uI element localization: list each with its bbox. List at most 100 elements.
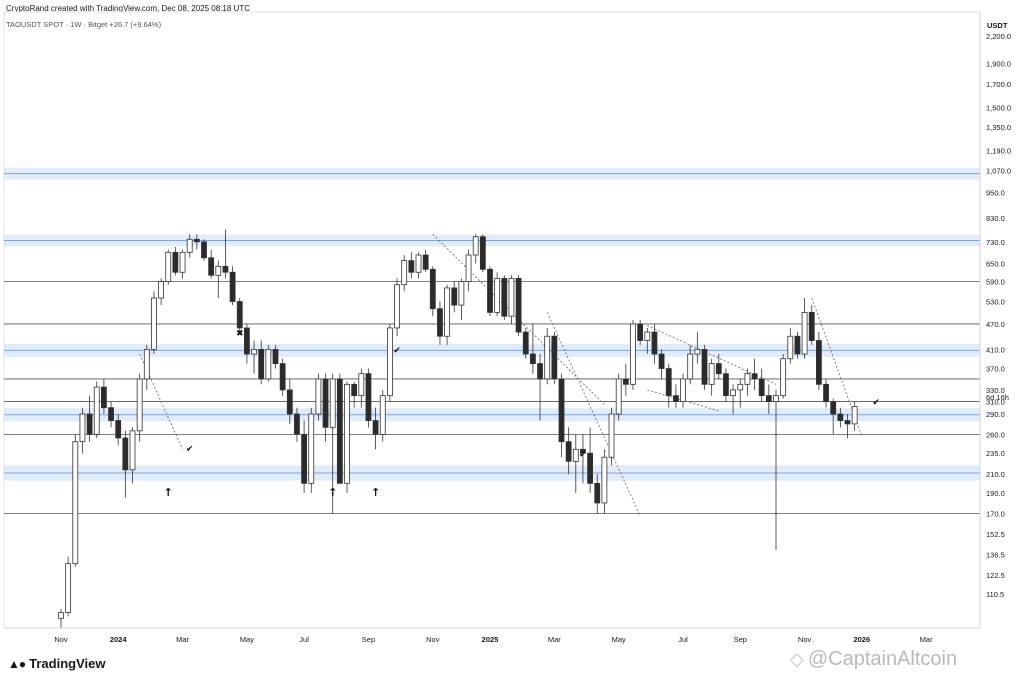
candle-up (472, 236, 479, 256)
candle-up (544, 335, 551, 380)
candle-down (530, 353, 536, 364)
candle-down (336, 378, 343, 484)
candle-down (651, 331, 658, 355)
candle-down (565, 441, 572, 462)
candle-up (415, 254, 422, 273)
candle-down (758, 378, 765, 397)
countdown-label: 6d 16h (986, 393, 1009, 402)
y-tick-label: 650.0 (986, 259, 1005, 268)
chart-attribution: CryptoRand created with TradingView.com,… (6, 4, 250, 13)
candle-up (773, 395, 779, 402)
y-tick-label: 2,200.0 (986, 32, 1011, 41)
y-tick-label: 590.0 (986, 278, 1005, 287)
arrow-up-annotation: ↑ (164, 486, 173, 499)
candle-up (165, 251, 172, 282)
candle-up (780, 358, 787, 397)
candle-down (236, 301, 243, 329)
candle-up (601, 456, 608, 504)
y-tick-label: 730.0 (986, 238, 1005, 247)
x-tick-label: May (612, 635, 626, 644)
x-tick-label: May (240, 635, 254, 644)
candle-down (229, 271, 236, 302)
y-tick-label: 290.0 (986, 410, 1005, 419)
candle-up (151, 297, 157, 350)
candle-down (86, 413, 93, 435)
diamond-watermark-icon: ◇ (790, 649, 804, 669)
y-tick-label: 330.0 (986, 386, 1005, 395)
cross-annotation: ✖ (236, 329, 244, 339)
candle-up (465, 254, 472, 282)
candle-up (608, 413, 615, 458)
tradingview-brand[interactable]: ▲● TradingView (8, 656, 105, 671)
candle-down (208, 257, 215, 276)
candle-up (65, 563, 72, 614)
candle-up (401, 260, 408, 286)
candle-down (101, 386, 107, 409)
x-tick-label: Sep (362, 635, 375, 644)
y-tick-label: 110.5 (986, 590, 1004, 599)
watermark-label: @CaptainAltcoin (807, 648, 958, 670)
candle-down (258, 349, 265, 380)
y-tick-label: 190.0 (986, 489, 1005, 498)
candle-up (851, 406, 858, 425)
candle-down (501, 277, 508, 317)
candle-down (794, 335, 801, 355)
candle-down (658, 353, 665, 369)
candle-down (365, 373, 372, 421)
currency-label: USDT (987, 21, 1008, 30)
candle-up (186, 238, 193, 253)
plot-area (3, 11, 981, 629)
y-tick-label: 470.0 (986, 320, 1005, 329)
candle-down (408, 260, 415, 273)
y-tick-label: 1,070.0 (986, 166, 1011, 175)
y-tick-label: 1,700.0 (986, 80, 1011, 89)
candle-down (437, 308, 443, 337)
candle-down (422, 254, 429, 270)
candle-up (329, 378, 336, 428)
x-tick-label: 2026 (853, 635, 870, 644)
check-annotation: ✔ (393, 346, 401, 356)
candle-up (394, 284, 400, 329)
candle-down (372, 420, 379, 435)
x-tick-label: Mar (176, 635, 189, 644)
candle-down (816, 340, 822, 385)
candle-down (558, 378, 565, 443)
candle-up (444, 287, 451, 337)
x-tick-label: 2025 (482, 635, 499, 644)
candle-up (158, 281, 165, 299)
y-tick-label: 170.0 (986, 510, 1005, 519)
price-change: +26.7 (+9.64%) (109, 20, 162, 29)
candle-down (286, 389, 293, 415)
candle-down (823, 383, 829, 402)
candle-up (251, 349, 257, 355)
candle-down (193, 238, 200, 243)
candle-up (458, 281, 465, 306)
candle-down (751, 373, 758, 380)
candle-up (308, 413, 315, 484)
candle-up (179, 251, 186, 273)
x-tick-label: Mar (920, 635, 933, 644)
candle-up (494, 277, 501, 313)
arrow-up-annotation: ↑ (328, 486, 337, 499)
candle-up (386, 327, 393, 397)
x-tick-label: Mar (548, 635, 561, 644)
candle-down (487, 268, 493, 313)
candle-down (515, 277, 522, 333)
candle-down (222, 265, 229, 273)
x-tick-label: Sep (734, 635, 747, 644)
y-tick-label: 310.0 (986, 398, 1005, 407)
y-tick-label: 370.0 (986, 365, 1005, 374)
trendline (811, 297, 863, 436)
candle-down (201, 241, 207, 259)
candle-up (358, 373, 365, 397)
candle-down (830, 401, 837, 415)
candle-up (143, 349, 150, 380)
candle-up (93, 386, 100, 435)
candle-up (694, 349, 701, 355)
y-tick-label: 1,900.0 (986, 59, 1011, 68)
y-tick-label: 410.0 (986, 345, 1005, 354)
check-annotation: ✔ (186, 445, 194, 455)
watermark: ◇ @CaptainAltcoin (790, 648, 957, 671)
candle-up (744, 373, 751, 385)
